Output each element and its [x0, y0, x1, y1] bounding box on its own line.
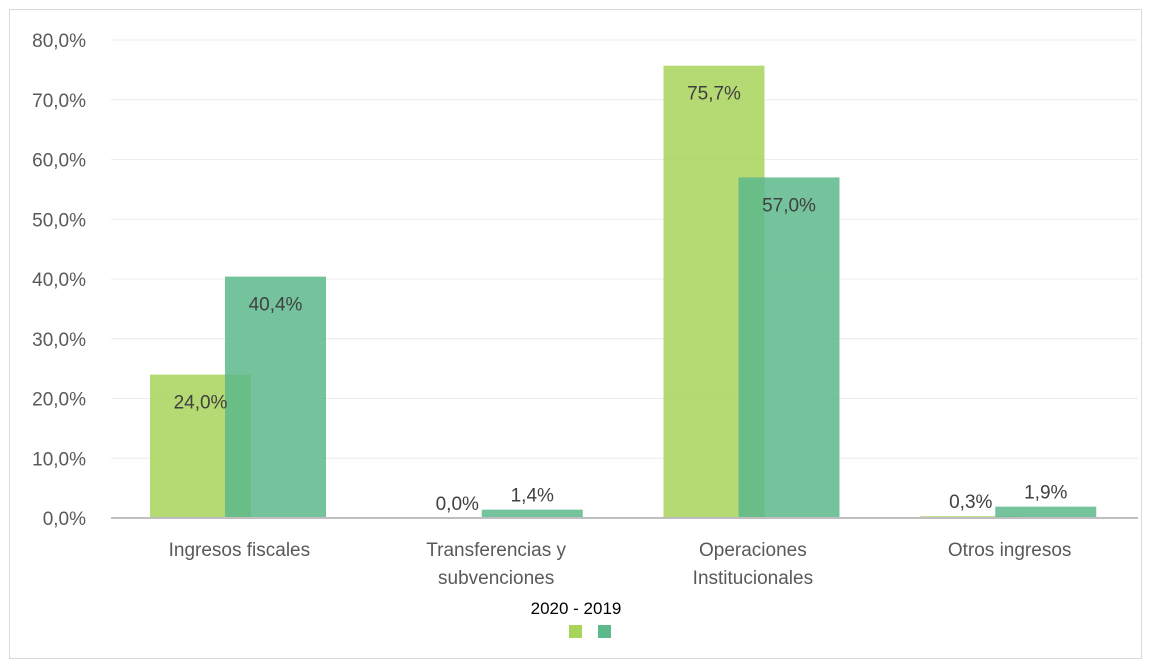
y-tick-label: 0,0% [43, 509, 86, 530]
data-label: 0,3% [949, 492, 992, 513]
data-label: 0,0% [436, 494, 479, 515]
category-label: subvenciones [438, 568, 554, 589]
y-tick-label: 40,0% [32, 270, 86, 291]
category-labels: Ingresos fiscales Transferencias y subvenc… [169, 540, 1072, 589]
data-label: 57,0% [762, 195, 816, 216]
bar-series-2 [481, 509, 583, 518]
bar-series-2 [225, 276, 326, 518]
data-labels: 24,0% 40,4% 0,0% 1,4% 75,7% 57,0% 0,3% 1,9% [174, 84, 1068, 515]
legend-title: 2020 - 2019 [531, 599, 622, 618]
legend-swatch-2 [598, 625, 611, 638]
y-tick-label: 60,0% [32, 151, 86, 172]
bars [150, 65, 1097, 519]
y-tick-label: 50,0% [32, 210, 86, 231]
category-label: Transferencias y [426, 540, 566, 561]
data-label: 75,7% [687, 84, 741, 105]
y-axis-ticks: 0,0% 10,0% 20,0% 30,0% 40,0% 50,0% 60,0% 70,0% 8… [32, 31, 86, 530]
category-label: Otros ingresos [948, 540, 1072, 561]
y-tick-label: 80,0% [32, 31, 86, 52]
legend: 2020 - 2019 [531, 599, 622, 638]
y-tick-label: 20,0% [32, 390, 86, 411]
bar-series-2 [995, 506, 1097, 518]
data-label: 40,4% [249, 295, 303, 316]
category-label: Operaciones [699, 540, 807, 561]
bar-series-2 [738, 177, 840, 519]
y-tick-label: 30,0% [32, 330, 86, 351]
data-label: 1,4% [511, 486, 554, 507]
data-label: 24,0% [174, 393, 228, 414]
category-label: Ingresos fiscales [169, 540, 311, 561]
data-label: 1,9% [1024, 483, 1067, 504]
legend-swatch-1 [569, 625, 582, 638]
y-tick-label: 70,0% [32, 91, 86, 112]
chart-frame [9, 9, 1142, 659]
y-tick-label: 10,0% [32, 449, 86, 470]
category-label: Institucionales [693, 568, 813, 589]
